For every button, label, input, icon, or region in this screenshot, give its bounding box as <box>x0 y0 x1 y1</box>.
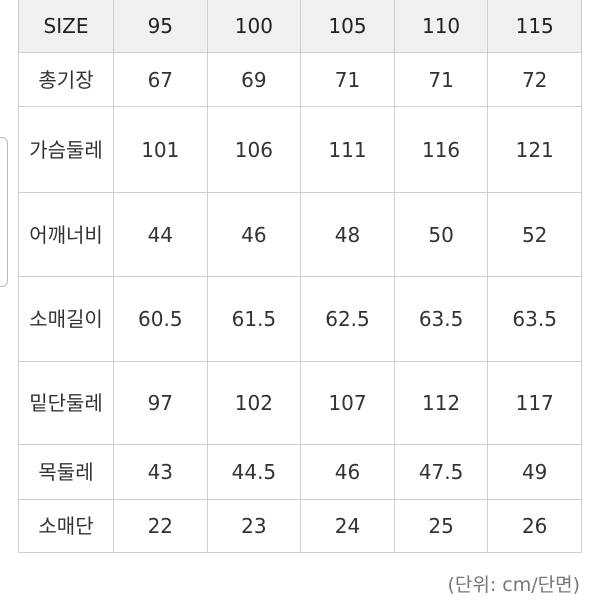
row-label: 소매단 <box>18 499 114 553</box>
unit-note: (단위: cm/단면) <box>447 574 580 596</box>
size-table: SIZE 95 100 105 110 115 총기장 67 69 71 71 72 가슴둘… <box>18 0 582 553</box>
value-cell: 71 <box>300 52 395 107</box>
value-cell: 46 <box>206 192 302 277</box>
value-cell: 121 <box>487 106 582 193</box>
header-cell: SIZE <box>18 0 114 53</box>
table-row: 소매단 22 23 24 25 26 <box>18 499 582 553</box>
row-label: 어깨너비 <box>18 192 114 277</box>
value-cell: 71 <box>393 52 489 107</box>
header-cell: 110 <box>393 0 489 53</box>
value-cell: 107 <box>300 361 395 445</box>
value-cell: 50 <box>393 192 489 277</box>
table-row: 밑단둘레 97 102 107 112 117 <box>18 361 582 445</box>
row-label: 총기장 <box>18 52 114 107</box>
value-cell: 69 <box>206 52 302 107</box>
value-cell: 46 <box>300 444 395 500</box>
value-cell: 63.5 <box>393 276 489 362</box>
value-cell: 112 <box>393 361 489 445</box>
header-cell: 95 <box>113 0 208 53</box>
header-cell: 105 <box>300 0 395 53</box>
value-cell: 111 <box>300 106 395 193</box>
scroll-handle[interactable] <box>0 137 8 287</box>
value-cell: 47.5 <box>393 444 489 500</box>
value-cell: 44 <box>113 192 208 277</box>
value-cell: 67 <box>113 52 208 107</box>
value-cell: 49 <box>487 444 582 500</box>
value-cell: 117 <box>487 361 582 445</box>
value-cell: 23 <box>206 499 302 553</box>
value-cell: 116 <box>393 106 489 193</box>
value-cell: 61.5 <box>206 276 302 362</box>
table-row: 총기장 67 69 71 71 72 <box>18 52 582 107</box>
row-label: 가슴둘레 <box>18 106 114 193</box>
value-cell: 25 <box>393 499 489 553</box>
table-row: 소매길이 60.5 61.5 62.5 63.5 63.5 <box>18 276 582 362</box>
value-cell: 72 <box>487 52 582 107</box>
value-cell: 102 <box>206 361 302 445</box>
table-row: 가슴둘레 101 106 111 116 121 <box>18 106 582 193</box>
value-cell: 22 <box>113 499 208 553</box>
value-cell: 106 <box>206 106 302 193</box>
value-cell: 44.5 <box>206 444 302 500</box>
table-row: 목둘레 43 44.5 46 47.5 49 <box>18 444 582 500</box>
table-row: 어깨너비 44 46 48 50 52 <box>18 192 582 277</box>
row-label: 목둘레 <box>18 444 114 500</box>
row-label: 밑단둘레 <box>18 361 114 445</box>
value-cell: 62.5 <box>300 276 395 362</box>
value-cell: 60.5 <box>113 276 208 362</box>
value-cell: 43 <box>113 444 208 500</box>
header-cell: 115 <box>487 0 582 53</box>
value-cell: 26 <box>487 499 582 553</box>
value-cell: 52 <box>487 192 582 277</box>
header-cell: 100 <box>206 0 302 53</box>
value-cell: 48 <box>300 192 395 277</box>
value-cell: 63.5 <box>487 276 582 362</box>
value-cell: 101 <box>113 106 208 193</box>
row-label: 소매길이 <box>18 276 114 362</box>
value-cell: 24 <box>300 499 395 553</box>
value-cell: 97 <box>113 361 208 445</box>
header-row: SIZE 95 100 105 110 115 <box>18 0 582 53</box>
